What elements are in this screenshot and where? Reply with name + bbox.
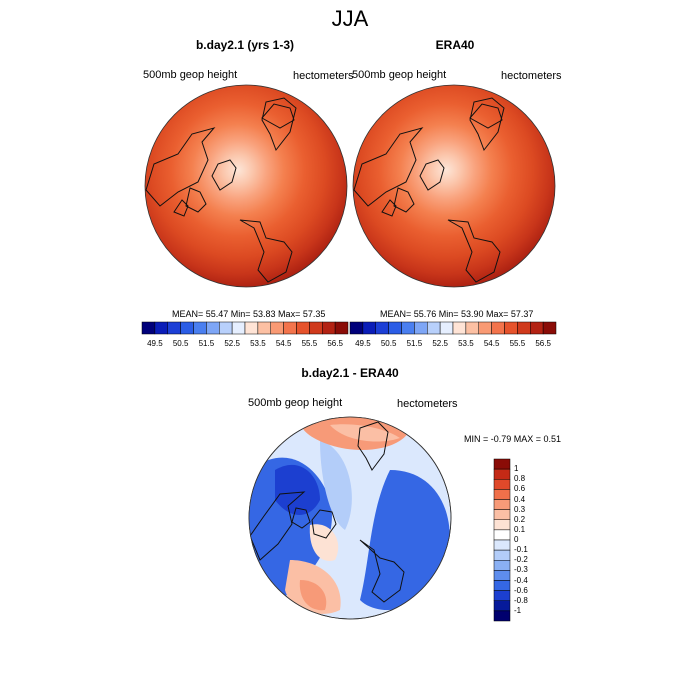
obs-coastline-americas bbox=[353, 127, 424, 207]
diff-units-label: hectometers bbox=[397, 398, 458, 410]
obs-coastline-greenland bbox=[419, 159, 445, 191]
diff-colorbar-swatch bbox=[493, 509, 511, 520]
model-colorbar-tick-label: 56.5 bbox=[327, 339, 343, 348]
model-units-label: hectometers bbox=[293, 70, 354, 82]
model-coastline-europe bbox=[239, 219, 293, 283]
diff-colorbar-label: -0.4 bbox=[514, 575, 528, 585]
diff-colorbar-swatch bbox=[493, 458, 511, 470]
diff-coastline-greenland bbox=[311, 509, 337, 539]
obs-colorbar-tick-label: 52.5 bbox=[432, 339, 448, 348]
model-colorbar-tick-label: 54.5 bbox=[276, 339, 292, 348]
diff-panel-title: b.day2.1 - ERA40 bbox=[301, 366, 399, 380]
model-coastline-greenland bbox=[211, 159, 237, 191]
diff-anomaly-pale-pink-center bbox=[309, 524, 339, 561]
obs-coastline-canada-islands bbox=[381, 187, 415, 217]
obs-coastline-alaska bbox=[469, 103, 503, 129]
diff-colorbar-swatch bbox=[493, 529, 511, 541]
model-coastline-canada-islands bbox=[173, 187, 207, 217]
diff-colorbar-labels: 1 0.8 0.6 0.4 0.3 0.2 0.1 0 -0.1 -0.2 -0.3 -0.4 -0.6… bbox=[514, 459, 554, 621]
obs-coastline-asia bbox=[469, 97, 505, 152]
diff-colorbar-label: 0.2 bbox=[514, 514, 526, 524]
diff-colorbar-swatch bbox=[493, 560, 511, 571]
obs-panel-title: ERA40 bbox=[435, 38, 475, 52]
diff-colorbar-swatch bbox=[493, 539, 511, 551]
obs-units-label: hectometers bbox=[501, 70, 562, 82]
diff-colorbar-swatch bbox=[493, 479, 511, 490]
obs-map-disk bbox=[352, 84, 556, 288]
diff-coastline-europe bbox=[359, 539, 405, 603]
diff-colorbar-label: 0 bbox=[514, 535, 519, 544]
obs-colorbar-swatch bbox=[542, 321, 557, 335]
obs-colorbar-tick-label: 49.5 bbox=[355, 339, 371, 348]
diff-coastline-canada-islands bbox=[291, 507, 311, 529]
model-colorbar-tick-label: 55.5 bbox=[302, 339, 318, 348]
diff-anomaly-pink-north bbox=[330, 424, 400, 442]
diff-colorbar-swatch bbox=[493, 519, 511, 531]
diff-colorbar-label: -0.2 bbox=[514, 555, 528, 565]
diff-field-label: 500mb geop height bbox=[248, 397, 343, 409]
obs-colorbar-tick-label: 56.5 bbox=[535, 339, 551, 348]
obs-colorbar-tick-label: 55.5 bbox=[510, 339, 526, 348]
obs-colorbar-tick-label: 50.5 bbox=[381, 339, 397, 348]
obs-colorbar-tick-label: 54.5 bbox=[484, 339, 500, 348]
diff-colorbar-label: -0.6 bbox=[514, 585, 528, 595]
diff-anomaly-blue-east bbox=[360, 470, 450, 610]
diff-anomaly-red-south-core bbox=[299, 580, 327, 611]
model-field-label: 500mb geop height bbox=[143, 69, 238, 81]
diff-colorbar-swatch bbox=[493, 499, 511, 510]
diff-colorbar-swatch bbox=[493, 549, 511, 561]
diff-colorbar-label: -0.1 bbox=[514, 545, 528, 555]
diff-colorbar-label: 0.3 bbox=[514, 504, 526, 514]
diff-colorbar-label: 0.6 bbox=[514, 484, 526, 494]
obs-colorbar-ticks: 49.5 50.5 51.5 52.5 53.5 54.5 55.5 56.5 bbox=[355, 339, 551, 348]
diff-colorbar-swatch bbox=[493, 590, 511, 601]
model-colorbar-tick-label: 53.5 bbox=[250, 339, 266, 348]
model-colorbar-swatch bbox=[334, 321, 349, 335]
diff-colorbar-swatch bbox=[493, 570, 511, 581]
diff-colorbar-swatch bbox=[493, 468, 511, 480]
model-coastline-asia bbox=[261, 97, 297, 152]
obs-colorbar-tick-label: 51.5 bbox=[407, 339, 423, 348]
model-colorbar bbox=[141, 321, 349, 335]
model-colorbar-tick-label: 52.5 bbox=[224, 339, 240, 348]
model-panel-title: b.day2.1 (yrs 1-3) bbox=[195, 38, 295, 52]
diff-colorbar bbox=[493, 458, 511, 622]
model-colorbar-tick-label: 51.5 bbox=[199, 339, 215, 348]
diff-colorbar-label: 0.1 bbox=[514, 524, 526, 534]
diff-anomaly-blue-core bbox=[275, 464, 320, 515]
diff-colorbar-swatch bbox=[493, 600, 511, 612]
obs-colorbar-tick-label: 53.5 bbox=[458, 339, 474, 348]
diff-colorbar-swatch bbox=[493, 489, 511, 500]
obs-stats: MEAN= 55.76 Min= 53.90 Max= 57.37 bbox=[380, 309, 534, 319]
diff-colorbar-label: 0.4 bbox=[514, 494, 526, 504]
diff-colorbar-label: -0.8 bbox=[514, 595, 528, 605]
diff-colorbar-label: 0.8 bbox=[514, 474, 526, 484]
diff-minmax: MIN = -0.79 MAX = 0.51 bbox=[464, 434, 562, 444]
figure-title: JJA bbox=[331, 6, 369, 31]
diff-colorbar-swatch bbox=[493, 610, 511, 622]
model-stats: MEAN= 55.47 Min= 53.83 Max= 57.35 bbox=[172, 309, 326, 319]
model-coastline-alaska bbox=[261, 103, 295, 129]
obs-coastline-europe bbox=[447, 219, 501, 283]
model-colorbar-ticks: 49.5 50.5 51.5 52.5 53.5 54.5 55.5 56.5 bbox=[147, 339, 343, 348]
model-coastline-americas bbox=[145, 127, 216, 207]
diff-anomaly-pale-blue bbox=[320, 440, 352, 530]
obs-colorbar bbox=[349, 321, 557, 335]
diff-coastline-asia bbox=[357, 421, 389, 471]
diff-colorbar-label: 1 bbox=[514, 464, 519, 474]
obs-field-label: 500mb geop height bbox=[352, 69, 447, 81]
model-colorbar-tick-label: 49.5 bbox=[147, 339, 163, 348]
model-map-disk bbox=[144, 84, 348, 288]
diff-colorbar-label: -1 bbox=[514, 605, 522, 615]
diff-coastline-americas bbox=[249, 491, 306, 561]
diff-colorbar-label: -0.3 bbox=[514, 565, 528, 575]
diff-colorbar-swatch bbox=[493, 580, 511, 591]
model-colorbar-tick-label: 50.5 bbox=[173, 339, 189, 348]
